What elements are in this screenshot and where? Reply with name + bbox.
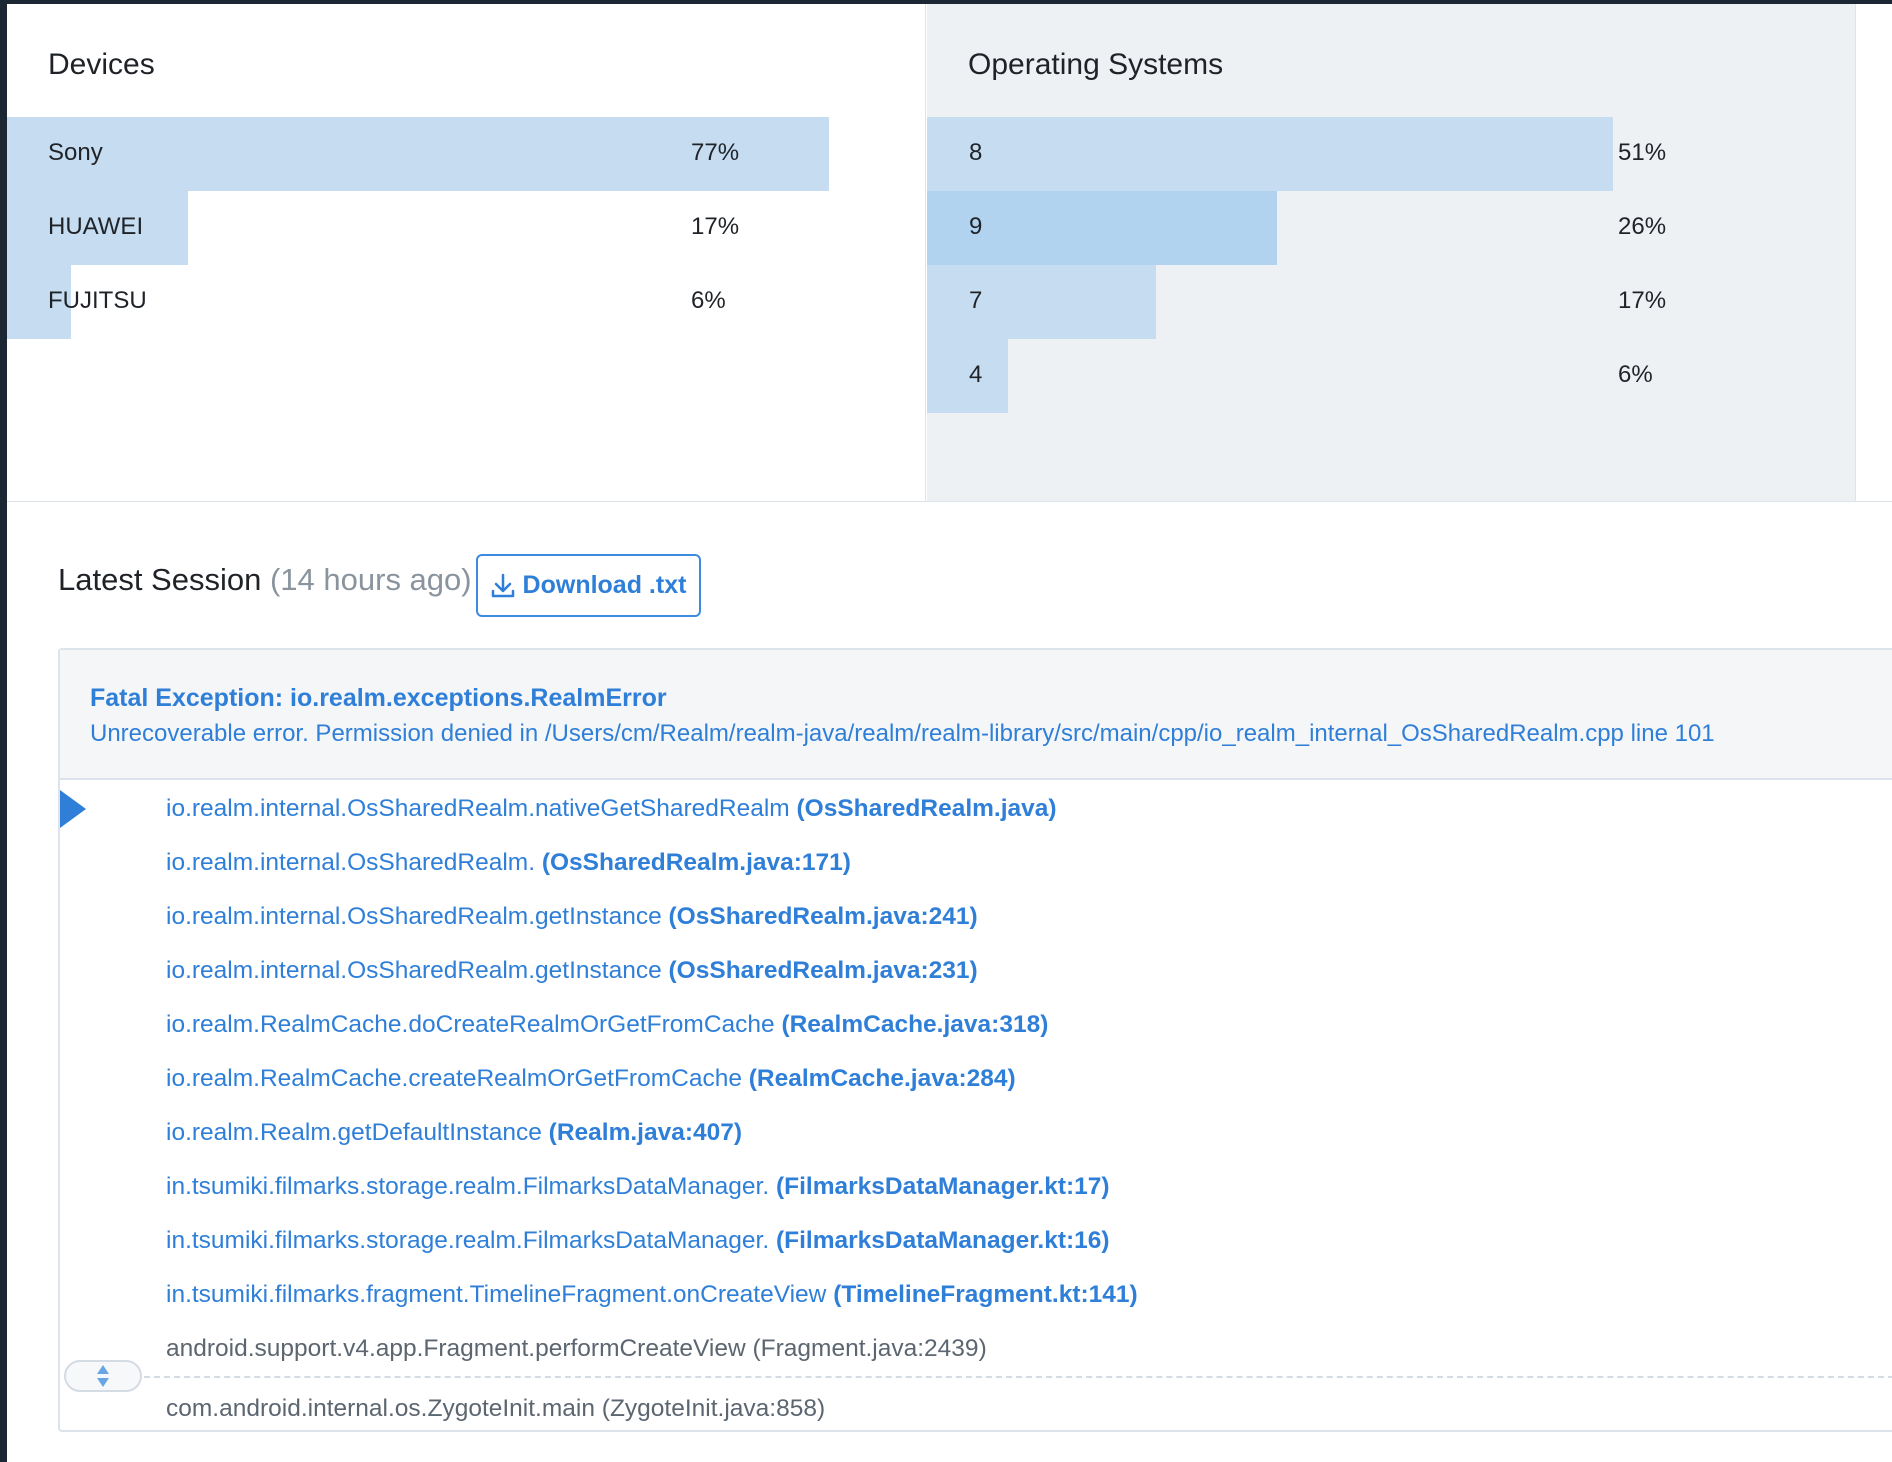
device-row-label: FUJITSU xyxy=(48,287,147,314)
frame-symbol: io.realm.internal.OsSharedRealm.getInsta… xyxy=(166,957,662,984)
devices-title: Devices xyxy=(48,48,155,81)
device-row-bar xyxy=(7,265,71,339)
os-version-row-percent: 6% xyxy=(1618,361,1653,388)
frame-symbol: io.realm.internal.OsSharedRealm.getInsta… xyxy=(166,903,662,930)
exception-message: Unrecoverable error. Permission denied i… xyxy=(90,720,1715,747)
frame-symbol: io.realm.RealmCache.createRealmOrGetFrom… xyxy=(166,1065,742,1092)
stack-frame[interactable]: io.realm.Realm.getDefaultInstance (Realm… xyxy=(166,1119,742,1147)
download-label: Download .txt xyxy=(522,571,687,599)
device-row[interactable]: Sony 77% xyxy=(7,117,925,191)
os-version-row-percent: 51% xyxy=(1618,139,1667,166)
left-edge xyxy=(0,0,7,1462)
stack-frame[interactable]: android.support.v4.app.Fragment.performC… xyxy=(166,1335,987,1363)
stats-row: Devices Sony 77% HUAWEI 17% FUJITSU 6% Operat… xyxy=(7,4,1892,502)
frame-location: (OsSharedRealm.java:241) xyxy=(668,903,978,930)
frame-symbol: io.realm.internal.OsSharedRealm.nativeGe… xyxy=(166,795,790,822)
os-version-row[interactable]: 7 17% xyxy=(927,265,1855,339)
os-version-row-bar xyxy=(927,117,1613,191)
os-version-row-percent: 17% xyxy=(1618,287,1667,314)
stack-frame[interactable]: io.realm.RealmCache.createRealmOrGetFrom… xyxy=(166,1065,1016,1093)
exception-title: Fatal Exception: io.realm.exceptions.Rea… xyxy=(90,684,667,712)
exception-header: Fatal Exception: io.realm.exceptions.Rea… xyxy=(60,650,1892,780)
frame-symbol: io.realm.internal.OsSharedRealm. xyxy=(166,849,536,876)
frame-symbol: com.android.internal.os.ZygoteInit.main xyxy=(166,1395,595,1422)
stack-frame[interactable]: in.tsumiki.filmarks.storage.realm.Filmar… xyxy=(166,1227,1110,1255)
os-version-row[interactable]: 4 6% xyxy=(927,339,1855,413)
operating-systems-title: Operating Systems xyxy=(968,48,1224,81)
device-row-percent: 17% xyxy=(691,213,740,240)
download-icon xyxy=(491,573,514,597)
frame-location: (FilmarksDataManager.kt:16) xyxy=(775,1227,1110,1254)
frame-symbol: io.realm.Realm.getDefaultInstance xyxy=(166,1119,542,1146)
stack-frame[interactable]: com.android.internal.os.ZygoteInit.main … xyxy=(166,1395,825,1423)
os-version-row[interactable]: 9 26% xyxy=(927,191,1855,265)
os-version-row-label: 7 xyxy=(969,287,983,314)
os-version-row-bar xyxy=(927,339,1008,413)
os-version-row-label: 9 xyxy=(969,213,983,240)
stack-frame[interactable]: io.realm.internal.OsSharedRealm.nativeGe… xyxy=(166,795,1057,823)
os-version-row-label: 8 xyxy=(969,139,983,166)
os-version-row-percent: 26% xyxy=(1618,213,1667,240)
stack-frame[interactable]: io.realm.internal.OsSharedRealm.getInsta… xyxy=(166,903,978,931)
device-row-bar xyxy=(7,117,829,191)
latest-session-heading: Latest Session (14 hours ago) xyxy=(58,562,472,598)
os-version-row[interactable]: 8 51% xyxy=(927,117,1855,191)
frame-location: (TimelineFragment.kt:141) xyxy=(833,1281,1138,1308)
device-row-percent: 6% xyxy=(691,287,726,314)
operating-systems-panel: Operating Systems 8 51% 9 26% 7 17% 4 6% xyxy=(927,4,1856,501)
device-row[interactable]: FUJITSU 6% xyxy=(7,265,925,339)
next-panel-edge xyxy=(1857,4,1892,501)
current-frame-marker-icon xyxy=(60,790,86,828)
stack-frame[interactable]: io.realm.internal.OsSharedRealm. (OsShar… xyxy=(166,849,851,877)
stack-frame[interactable]: io.realm.internal.OsSharedRealm.getInsta… xyxy=(166,957,978,985)
devices-panel: Devices Sony 77% HUAWEI 17% FUJITSU 6% xyxy=(7,4,926,501)
frame-location: (OsSharedRealm.java:171) xyxy=(541,849,851,876)
stack-frame[interactable]: io.realm.RealmCache.doCreateRealmOrGetFr… xyxy=(166,1011,1048,1039)
os-version-row-bar xyxy=(927,191,1277,265)
frame-location: (FilmarksDataManager.kt:17) xyxy=(775,1173,1110,1200)
frame-location: (Fragment.java:2439) xyxy=(752,1335,987,1362)
frame-symbol: in.tsumiki.filmarks.storage.realm.Filmar… xyxy=(166,1173,770,1200)
frame-location: (Realm.java:407) xyxy=(548,1119,743,1146)
frame-location: (OsSharedRealm.java:231) xyxy=(668,957,978,984)
frame-location: (ZygoteInit.java:858) xyxy=(601,1395,826,1422)
session-age: (14 hours ago) xyxy=(269,562,472,597)
frame-symbol: in.tsumiki.filmarks.storage.realm.Filmar… xyxy=(166,1227,770,1254)
device-row-bar xyxy=(7,191,188,265)
frame-symbol: in.tsumiki.filmarks.fragment.TimelineFra… xyxy=(166,1281,827,1308)
stack-frame[interactable]: in.tsumiki.filmarks.fragment.TimelineFra… xyxy=(166,1281,1138,1309)
device-row-label: HUAWEI xyxy=(48,213,144,240)
frame-location: (RealmCache.java:318) xyxy=(781,1011,1049,1038)
frame-location: (RealmCache.java:284) xyxy=(748,1065,1016,1092)
device-row[interactable]: HUAWEI 17% xyxy=(7,191,925,265)
collapsed-frames-divider xyxy=(144,1376,1892,1378)
expand-collapse-icon xyxy=(97,1365,109,1387)
device-row-label: Sony xyxy=(48,139,103,166)
device-row-percent: 77% xyxy=(691,139,740,166)
expand-frames-button[interactable] xyxy=(64,1360,142,1392)
frame-symbol: android.support.v4.app.Fragment.performC… xyxy=(166,1335,746,1362)
frame-location: (OsSharedRealm.java) xyxy=(796,795,1057,822)
os-version-row-bar xyxy=(927,265,1156,339)
top-edge xyxy=(0,0,1892,4)
stack-trace-panel: Fatal Exception: io.realm.exceptions.Rea… xyxy=(58,648,1892,1432)
latest-session-title: Latest Session xyxy=(58,562,262,597)
os-version-row-label: 4 xyxy=(969,361,983,388)
download-txt-button[interactable]: Download .txt xyxy=(476,554,701,617)
stack-frame[interactable]: in.tsumiki.filmarks.storage.realm.Filmar… xyxy=(166,1173,1110,1201)
frame-symbol: io.realm.RealmCache.doCreateRealmOrGetFr… xyxy=(166,1011,775,1038)
